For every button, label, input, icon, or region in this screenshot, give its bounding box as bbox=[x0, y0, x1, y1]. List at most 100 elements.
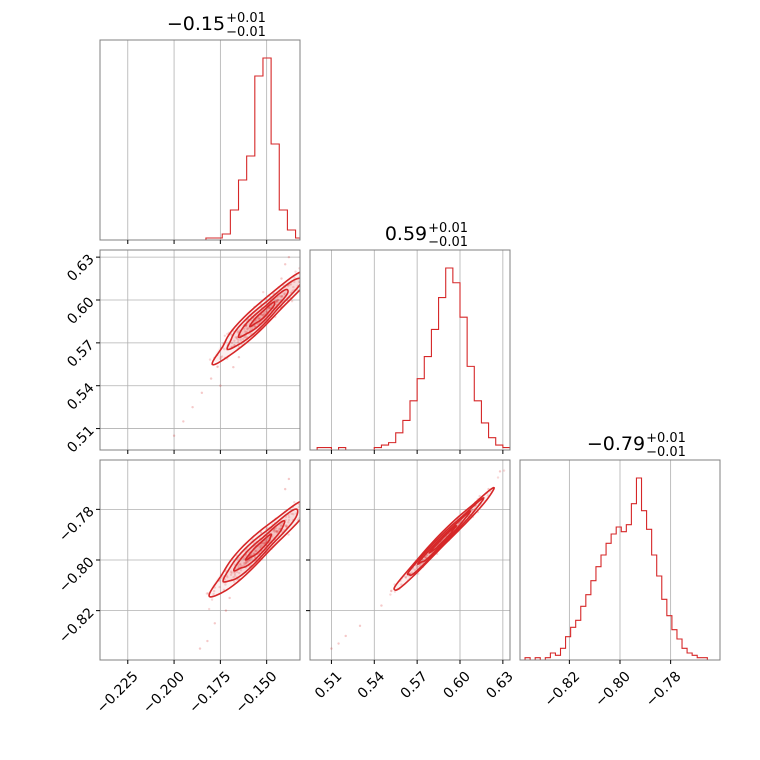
outlier-point bbox=[287, 477, 291, 481]
x-tick-label: −0.80 bbox=[592, 669, 634, 711]
outlier-point bbox=[198, 647, 202, 650]
sample-point bbox=[275, 300, 278, 303]
sample-point bbox=[243, 336, 246, 339]
sample-point bbox=[276, 530, 279, 533]
sample-point bbox=[229, 573, 233, 576]
sample-point bbox=[235, 570, 239, 574]
sample-point bbox=[239, 569, 243, 572]
contour-line bbox=[226, 277, 300, 351]
sample-point bbox=[297, 502, 300, 506]
x-tick-label: −0.82 bbox=[542, 669, 584, 711]
sample-point bbox=[287, 518, 291, 522]
sample-point bbox=[293, 276, 296, 279]
sample-point bbox=[273, 530, 276, 534]
sample-point bbox=[417, 572, 420, 575]
outlier-point bbox=[219, 384, 222, 387]
sample-point bbox=[290, 512, 293, 515]
sample-point bbox=[262, 290, 265, 294]
panel-title: 0.59 bbox=[385, 223, 427, 245]
sample-point bbox=[248, 559, 252, 562]
sample-point bbox=[230, 571, 233, 575]
sample-point bbox=[223, 334, 227, 337]
sample-point bbox=[287, 533, 290, 536]
y-tick-label: −0.80 bbox=[56, 554, 98, 596]
sample-point bbox=[496, 476, 500, 479]
outlier-point bbox=[200, 391, 204, 395]
contour-line bbox=[406, 496, 485, 577]
sample-point bbox=[236, 330, 239, 334]
x-tick-label: −0.78 bbox=[643, 669, 685, 711]
sample-point bbox=[244, 561, 247, 564]
sample-point bbox=[478, 494, 481, 498]
outlier-point bbox=[344, 634, 347, 638]
outlier-point bbox=[287, 255, 291, 259]
outlier-point bbox=[330, 647, 333, 650]
contour-line bbox=[237, 288, 289, 339]
sample-point bbox=[244, 561, 247, 565]
sample-point bbox=[275, 531, 279, 534]
sample-point bbox=[289, 283, 293, 286]
sample-point bbox=[285, 524, 288, 527]
sample-point bbox=[418, 563, 422, 567]
sample-point bbox=[471, 508, 474, 511]
sample-point bbox=[287, 516, 291, 519]
sample-point bbox=[502, 469, 506, 472]
sample-point bbox=[254, 549, 257, 553]
sample-point bbox=[275, 299, 279, 303]
outlier-point bbox=[237, 355, 241, 359]
sample-point bbox=[263, 312, 266, 315]
x-tick-label: 0.60 bbox=[441, 669, 474, 702]
x-tick-label: 0.54 bbox=[355, 669, 388, 702]
contour-line bbox=[416, 509, 472, 566]
contour-line bbox=[211, 271, 300, 366]
sample-point bbox=[234, 336, 238, 339]
outlier-point bbox=[172, 434, 176, 437]
sample-point bbox=[216, 365, 219, 369]
outlier-point bbox=[337, 642, 340, 645]
sample-point bbox=[276, 300, 279, 304]
sample-point bbox=[233, 580, 236, 583]
sample-point bbox=[293, 280, 296, 284]
sample-point bbox=[236, 337, 239, 340]
sample-point bbox=[237, 564, 240, 568]
sample-point bbox=[315, 255, 317, 257]
sample-point bbox=[313, 262, 315, 264]
sample-point bbox=[287, 521, 290, 524]
sample-point bbox=[413, 568, 417, 572]
x-tick-label: −0.150 bbox=[233, 669, 281, 717]
title-plus-error: +0.01 bbox=[646, 431, 686, 446]
sample-point bbox=[389, 589, 393, 593]
sample-point bbox=[311, 275, 313, 277]
title-plus-error: +0.01 bbox=[428, 221, 468, 236]
sample-point bbox=[276, 298, 280, 302]
y-tick-label: −0.82 bbox=[56, 605, 98, 647]
contour-line bbox=[208, 500, 300, 598]
x-tick-label: −0.175 bbox=[186, 669, 234, 717]
y-tick-label: 0.63 bbox=[64, 251, 97, 284]
sample-point bbox=[220, 576, 224, 580]
sample-point bbox=[230, 341, 234, 345]
sample-point bbox=[223, 347, 226, 351]
sample-point bbox=[205, 592, 209, 595]
sample-point bbox=[389, 593, 392, 596]
sample-point bbox=[233, 572, 236, 575]
sample-point bbox=[297, 280, 300, 283]
sample-point bbox=[278, 294, 282, 298]
sample-point bbox=[242, 557, 245, 560]
sample-point bbox=[232, 576, 235, 579]
sample-point bbox=[273, 529, 276, 532]
sample-point bbox=[240, 564, 243, 568]
x-tick-label: 0.51 bbox=[312, 669, 345, 702]
outlier-point bbox=[283, 487, 287, 491]
sample-point bbox=[257, 317, 260, 320]
sample-point bbox=[219, 357, 222, 361]
sample-point bbox=[226, 575, 229, 579]
sample-point bbox=[245, 560, 248, 563]
sample-point bbox=[283, 293, 286, 296]
sample-point bbox=[424, 556, 427, 559]
sample-point bbox=[393, 590, 397, 593]
panel-title: −0.15 bbox=[167, 13, 225, 35]
x-tick-label: −0.225 bbox=[94, 669, 142, 717]
contour-line bbox=[222, 508, 299, 583]
